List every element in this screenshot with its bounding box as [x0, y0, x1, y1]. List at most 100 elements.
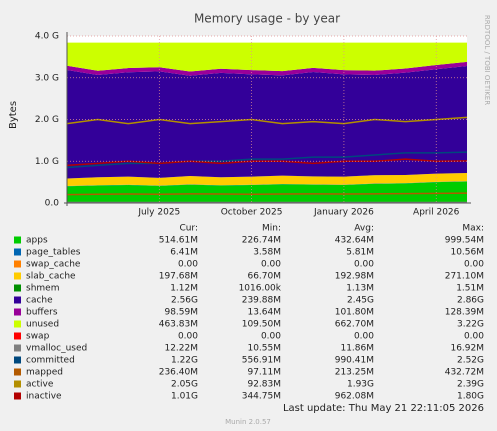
- legend-label: slab_cache: [26, 272, 76, 282]
- legend-label: swap_cache: [26, 260, 81, 270]
- legend-value: 197.68M: [159, 272, 198, 282]
- legend-value: 16.92M: [450, 344, 484, 354]
- legend-value: 1.01G: [171, 392, 198, 402]
- legend-label: cache: [26, 296, 53, 306]
- x-tick-label: April 2026: [413, 208, 460, 218]
- legend-value: 12.22M: [164, 344, 198, 354]
- area-buffers: [67, 61, 467, 76]
- legend-label: committed: [26, 356, 75, 366]
- legend-value: 1.80G: [457, 392, 484, 402]
- legend-swatch: [14, 332, 21, 340]
- legend-value: 0.00: [178, 332, 198, 342]
- legend-value: 432.64M: [335, 236, 374, 246]
- legend-value: 662.70M: [335, 320, 374, 330]
- y-tick-label: 0.0: [45, 199, 60, 209]
- legend-value: 0.00: [178, 260, 198, 270]
- legend-value: 1.13M: [346, 284, 374, 294]
- legend-swatch: [14, 308, 21, 316]
- legend-swatch: [14, 248, 21, 256]
- legend-value: 0.00: [354, 332, 374, 342]
- y-tick-label: 2.0 G: [35, 115, 59, 125]
- y-axis-label: Bytes: [8, 101, 19, 129]
- legend-column-header: Max:: [462, 224, 484, 234]
- legend-value: 98.59M: [164, 308, 198, 318]
- legend-swatch: [14, 380, 21, 388]
- legend-value: 3.58M: [253, 248, 281, 258]
- area-unused: [67, 42, 467, 72]
- legend-column-header: Cur:: [179, 224, 198, 234]
- legend-column-header: Avg:: [354, 224, 374, 234]
- legend-label: active: [26, 380, 54, 390]
- line-mapped: [66, 192, 468, 196]
- legend-label: swap: [26, 332, 50, 342]
- legend-value: 10.56M: [450, 248, 484, 258]
- legend-value: 0.00: [464, 260, 484, 270]
- legend-value: 514.61M: [159, 236, 198, 246]
- legend-value: 0.00: [354, 260, 374, 270]
- legend-swatch: [14, 392, 21, 400]
- legend-swatch: [14, 344, 21, 352]
- legend-value: 0.00: [261, 332, 281, 342]
- legend-value: 1.51M: [456, 284, 484, 294]
- legend-value: 2.45G: [347, 296, 374, 306]
- legend-swatch: [14, 260, 21, 268]
- legend-swatch: [14, 296, 21, 304]
- legend-value: 990.41M: [335, 356, 374, 366]
- legend-value: 6.41M: [170, 248, 198, 258]
- legend-value: 101.80M: [335, 308, 374, 318]
- legend-value: 192.98M: [335, 272, 374, 282]
- legend-swatch: [14, 284, 21, 292]
- legend-swatch: [14, 272, 21, 280]
- legend-value: 3.22G: [457, 320, 484, 330]
- x-tick-label: October 2025: [221, 208, 283, 218]
- line-committed: [66, 151, 468, 169]
- legend-value: 128.39M: [445, 308, 484, 318]
- legend-value: 2.52G: [457, 356, 484, 366]
- legend-value: 556.91M: [242, 356, 281, 366]
- legend-value: 109.50M: [242, 320, 281, 330]
- legend-label: page_tables: [26, 248, 81, 258]
- x-tick-label: January 2026: [313, 208, 374, 218]
- version: Munin 2.0.57: [225, 418, 271, 426]
- chart-title: Memory usage - by year: [194, 12, 340, 26]
- legend-value: 0.00: [464, 332, 484, 342]
- legend-label: unused: [26, 320, 59, 330]
- legend-value: 1.12M: [170, 284, 198, 294]
- line-active: [66, 116, 468, 125]
- legend-swatch: [14, 356, 21, 364]
- legend-value: 2.05G: [171, 380, 198, 390]
- legend-label: apps: [26, 236, 48, 246]
- y-tick-label: 4.0 G: [35, 32, 59, 42]
- legend-value: 344.75M: [242, 392, 281, 402]
- legend-value: 2.56G: [171, 296, 198, 306]
- y-tick-label: 1.0 G: [35, 157, 59, 167]
- legend-value: 5.81M: [346, 248, 374, 258]
- area-slab-cache: [67, 172, 467, 187]
- legend-value: 0.00: [261, 260, 281, 270]
- legend-value: 271.10M: [445, 272, 484, 282]
- legend-value: 463.83M: [159, 320, 198, 330]
- legend-value: 1.93G: [347, 380, 374, 390]
- legend-value: 239.88M: [242, 296, 281, 306]
- legend-value: 1.22G: [171, 356, 198, 366]
- legend-value: 97.11M: [247, 368, 281, 378]
- legend-value: 10.55M: [247, 344, 281, 354]
- legend-value: 962.08M: [335, 392, 374, 402]
- legend-label: mapped: [26, 368, 63, 378]
- legend-value: 2.39G: [457, 380, 484, 390]
- legend-swatch: [14, 236, 21, 244]
- watermark: RRDTOOL / TOBI OETIKER: [483, 15, 491, 105]
- legend-value: 2.86G: [457, 296, 484, 306]
- legend-value: 92.83M: [247, 380, 281, 390]
- legend-value: 236.40M: [159, 368, 198, 378]
- legend-value: 66.70M: [247, 272, 281, 282]
- legend-value: 13.64M: [247, 308, 281, 318]
- legend-value: 999.54M: [445, 236, 484, 246]
- legend-swatch: [14, 320, 21, 328]
- legend-value: 432.72M: [445, 368, 484, 378]
- legend-value: 213.25M: [335, 368, 374, 378]
- legend-value: 11.86M: [340, 344, 374, 354]
- y-tick-label: 3.0 G: [35, 73, 59, 83]
- legend-label: vmalloc_used: [26, 344, 87, 354]
